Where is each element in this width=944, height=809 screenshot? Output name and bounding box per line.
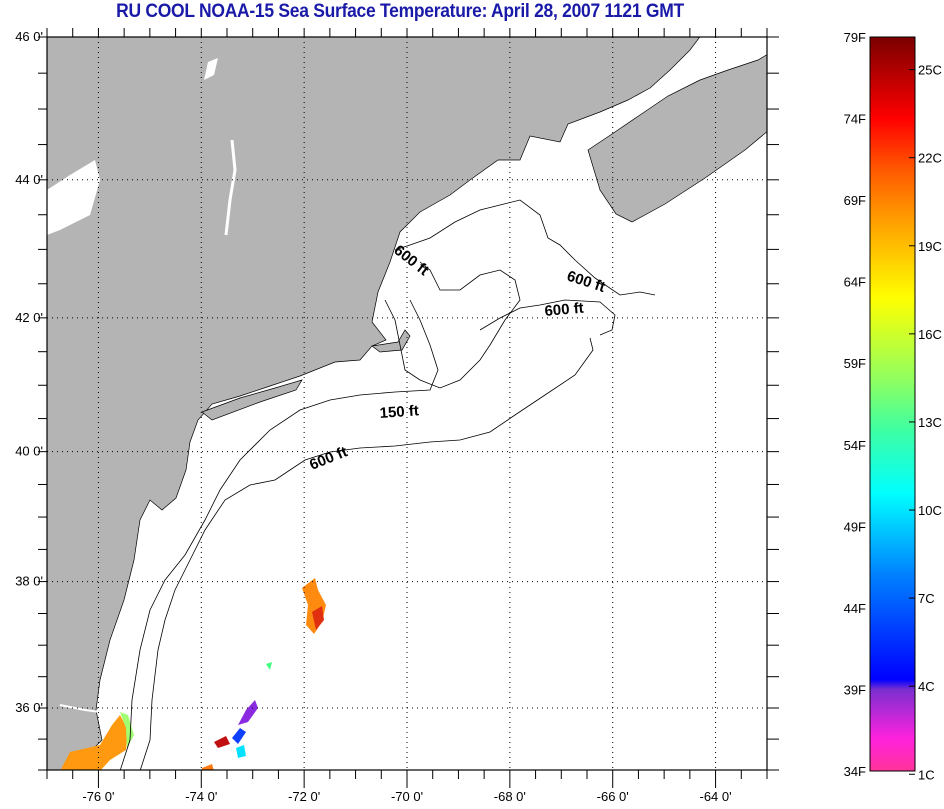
- colorbar-c-label: 19C: [918, 239, 942, 254]
- sst-patch-orange: [202, 764, 214, 770]
- colorbar-f-label: 59F: [844, 356, 866, 371]
- sst-patch-small: [266, 662, 272, 670]
- contour-georges-bank: [479, 299, 616, 336]
- contour-label: 600 ft: [544, 300, 585, 320]
- contour-inner-gulf: [384, 261, 521, 389]
- lat-label: 44 0': [15, 172, 43, 187]
- colorbar: [869, 36, 916, 772]
- chesapeake-bay: [108, 519, 152, 691]
- lat-label: 42 0': [15, 310, 43, 325]
- latitude-labels: 46 0' 44 0' 42 0' 40 0' 38 0' 36 0': [15, 29, 43, 715]
- colorbar-f-label: 64F: [844, 275, 866, 290]
- colorbar-f-label: 79F: [844, 30, 866, 45]
- colorbar-f-label: 34F: [844, 764, 866, 779]
- contour-150ft: [119, 299, 439, 770]
- colorbar-c-label: 13C: [918, 415, 942, 430]
- lon-label: -66 0': [597, 789, 629, 804]
- chart-title: RU COOL NOAA-15 Sea Surface Temperature:…: [116, 1, 684, 22]
- sst-patch-cyan: [236, 745, 246, 758]
- colorbar-ticks: [909, 69, 915, 775]
- lon-label: -76 0': [82, 789, 114, 804]
- axis-ticks: [38, 28, 779, 788]
- colorbar-c-label: 4C: [918, 679, 935, 694]
- lat-label: 36 0': [15, 700, 43, 715]
- colorbar-f-label: 49F: [844, 519, 866, 534]
- lake-ontario-region: [47, 160, 100, 235]
- lake: [204, 58, 218, 80]
- colorbar-c-label: 1C: [918, 767, 935, 782]
- colorbar-c-label: 25C: [918, 63, 942, 78]
- sst-patch-nc-edge: [120, 712, 134, 748]
- contour-600ft-shelf: [139, 337, 594, 770]
- colorbar-f-label: 74F: [844, 112, 866, 127]
- colorbar-f-label: 44F: [844, 601, 866, 616]
- colorbar-c-label: 7C: [918, 591, 935, 606]
- contour-gulf-maine: [394, 199, 656, 296]
- lat-label: 46 0': [15, 29, 43, 44]
- long-island: [201, 379, 303, 421]
- colorbar-c-label: 16C: [918, 327, 942, 342]
- colorbar-f-label: 39F: [844, 682, 866, 697]
- lon-label: -64 0': [700, 789, 732, 804]
- sst-patch-purple: [238, 700, 258, 725]
- colorbar-c-label: 22C: [918, 151, 942, 166]
- graticule: [47, 37, 767, 770]
- sst-patch-red: [214, 736, 230, 748]
- contour-label: 150 ft: [379, 402, 419, 422]
- sst-patch-blue: [232, 728, 246, 744]
- lat-label: 40 0': [15, 444, 43, 459]
- sst-patch-nc: [60, 715, 128, 770]
- lake-champlain: [224, 139, 237, 236]
- longitude-labels: -76 0' -74 0' -72 0' -70 0' -68 0' -66 0…: [82, 789, 731, 804]
- lat-label: 38 0': [15, 574, 43, 589]
- sst-patch-38n-red: [312, 606, 324, 630]
- lon-label: -68 0': [494, 789, 526, 804]
- albemarle-sound: [59, 704, 101, 713]
- lon-label: -74 0': [185, 789, 217, 804]
- colorbar-f-label: 69F: [844, 193, 866, 208]
- lon-label: -72 0': [288, 789, 320, 804]
- lon-label: -70 0': [391, 789, 423, 804]
- bathymetry-contours: [119, 199, 656, 770]
- mainland: [47, 37, 701, 770]
- colorbar-f-label: 54F: [844, 438, 866, 453]
- colorbar-c-label: 10C: [918, 503, 942, 518]
